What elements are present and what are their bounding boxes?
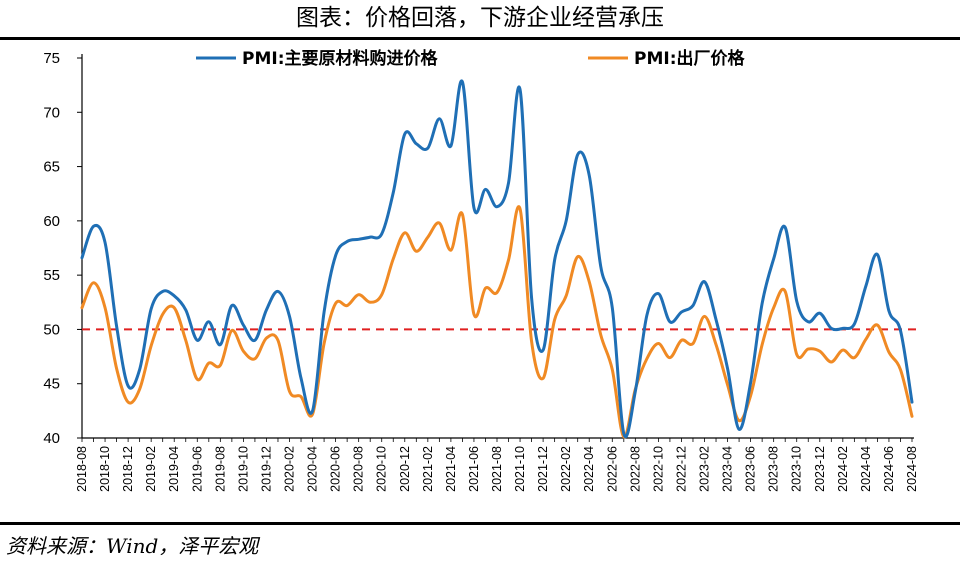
x-tick-label: 2021-02: [421, 446, 435, 492]
chart-title: 图表：价格回落，下游企业经营承压: [296, 5, 664, 31]
x-tick-label: 2022-04: [582, 446, 596, 492]
x-tick-label: 2022-06: [605, 446, 619, 492]
x-tick-label: 2022-08: [628, 446, 642, 492]
legend-label: PMI:出厂价格: [634, 48, 745, 69]
x-tick-label: 2019-12: [259, 446, 273, 492]
x-tick-label: 2020-06: [329, 446, 343, 492]
x-tick-label: 2019-04: [167, 446, 181, 492]
x-tick-label: 2018-10: [98, 446, 112, 492]
x-tick-label: 2022-10: [651, 446, 665, 492]
y-tick-label: 40: [43, 430, 60, 447]
source-note: 资料来源：Wind，泽平宏观: [6, 534, 259, 558]
x-tick-label: 2020-12: [398, 446, 412, 492]
x-tick-label: 2023-08: [767, 446, 781, 492]
x-tick-label: 2023-10: [790, 446, 804, 492]
x-tick-label: 2020-02: [283, 446, 297, 492]
y-tick-label: 65: [43, 159, 60, 176]
x-tick-label: 2021-06: [467, 446, 481, 492]
legend: PMI:主要原材料购进价格 PMI:出厂价格: [196, 48, 745, 69]
x-tick-label: 2021-08: [490, 446, 504, 492]
y-tick-label: 55: [43, 267, 60, 284]
series-lines: [80, 79, 914, 439]
x-tick-label: 2021-04: [444, 446, 458, 492]
x-tick-label: 2018-08: [75, 446, 89, 492]
x-tick-label: 2023-12: [813, 446, 827, 492]
y-tick-label: 70: [43, 104, 60, 121]
x-tick-label: 2022-12: [674, 446, 688, 492]
line-chart: 40 45 50 55 60 65 70 75 2018-08 2018-10 2018-12 201…: [43, 48, 919, 492]
x-tick-label: 2019-06: [190, 446, 204, 492]
chart-axes: 40 45 50 55 60 65 70 75 2018-08 2018-10 2018-12 201…: [43, 50, 919, 492]
y-tick-label: 45: [43, 376, 60, 393]
x-tick-label: 2023-06: [744, 446, 758, 492]
x-tick-label: 2019-08: [213, 446, 227, 492]
x-tick-label: 2024-04: [859, 446, 873, 492]
x-tick-label: 2020-04: [306, 446, 320, 492]
bottom-rule: [0, 522, 960, 525]
y-tick-label: 50: [43, 321, 60, 338]
x-tick-label: 2024-06: [882, 446, 896, 492]
x-tick-label: 2019-02: [144, 446, 158, 492]
y-tick-label: 60: [43, 213, 60, 230]
x-tick-label: 2024-08: [905, 446, 919, 492]
legend-label: PMI:主要原材料购进价格: [242, 48, 438, 69]
x-tick-label: 2024-02: [836, 446, 850, 492]
x-tick-label: 2019-10: [236, 446, 250, 492]
x-tick-label: 2020-08: [352, 446, 366, 492]
y-tick-label: 75: [43, 50, 60, 67]
series-line-raw-material-price: [80, 79, 914, 439]
x-tick-label: 2023-02: [698, 446, 712, 492]
x-tick-label: 2018-12: [121, 446, 135, 492]
series-line-output-price: [80, 205, 914, 439]
x-tick-label: 2021-12: [536, 446, 550, 492]
x-tick-label: 2022-02: [559, 446, 573, 492]
x-tick-label: 2020-10: [375, 446, 389, 492]
x-tick-label: 2023-04: [721, 446, 735, 492]
x-tick-label: 2021-10: [513, 446, 527, 492]
top-rule: [0, 37, 960, 40]
